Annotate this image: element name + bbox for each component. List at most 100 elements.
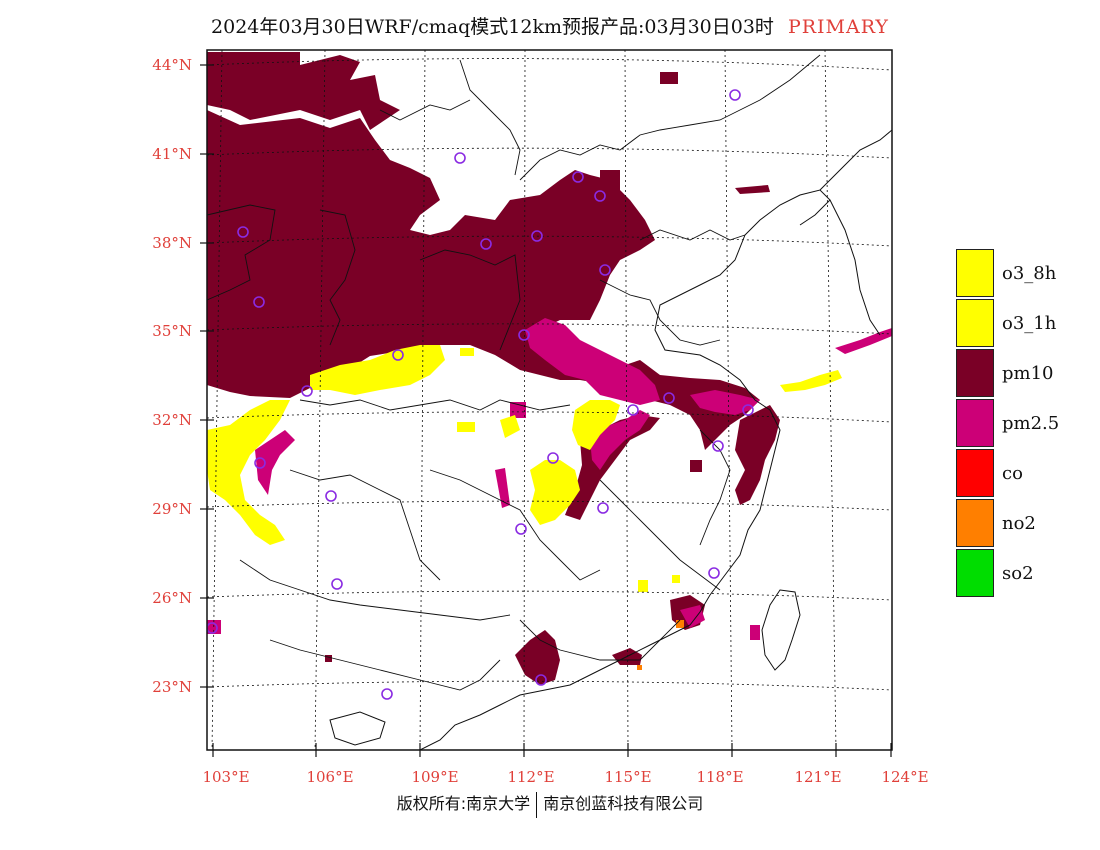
o3-spot-3 bbox=[638, 580, 648, 592]
footer-divider bbox=[536, 791, 538, 818]
station-marker bbox=[392, 349, 404, 361]
legend-label: o3_1h bbox=[1002, 313, 1057, 334]
coast-bohai bbox=[744, 189, 831, 236]
o3-spot-2 bbox=[460, 348, 474, 356]
o3-sichuan-west-band bbox=[207, 400, 290, 545]
lat-label-32: 32°N bbox=[152, 411, 192, 429]
legend-item-pm25: pm2.5 bbox=[956, 399, 1100, 449]
boundary-2 bbox=[319, 209, 356, 346]
station-marker bbox=[597, 502, 609, 514]
pm25-sichuan-patch bbox=[255, 430, 295, 495]
coast-mainland bbox=[419, 234, 781, 750]
pm10-spot-2 bbox=[600, 170, 620, 190]
station-marker bbox=[572, 171, 584, 183]
title-tag: PRIMARY bbox=[787, 16, 889, 38]
station-marker bbox=[712, 440, 724, 452]
boundary-1 bbox=[207, 204, 276, 301]
station-marker bbox=[518, 329, 530, 341]
lon-label-118: 118°E bbox=[696, 768, 743, 786]
station-marker bbox=[381, 688, 393, 700]
title-main: 2024年03月30日WRF/cmaq模式12km预报产品:03月30日03时 bbox=[211, 16, 774, 38]
coastline bbox=[329, 129, 892, 750]
boundary-3 bbox=[419, 249, 521, 351]
station-marker bbox=[515, 523, 527, 535]
plot-frame bbox=[206, 49, 893, 751]
legend-item-pm10: pm10 bbox=[956, 349, 1100, 399]
pm25-hunan-strip bbox=[495, 468, 510, 508]
legend-label: pm10 bbox=[1002, 363, 1054, 384]
legend-item-o3-1h: o3_1h bbox=[956, 299, 1100, 349]
legend-swatch bbox=[956, 449, 994, 497]
legend-label: o3_8h bbox=[1002, 263, 1057, 284]
no2-spot-2 bbox=[637, 665, 642, 670]
graticule bbox=[207, 50, 892, 750]
lon-line-103 bbox=[211, 50, 223, 750]
pm25-spot-1 bbox=[510, 402, 526, 418]
station-marker bbox=[253, 296, 265, 308]
station-marker bbox=[663, 392, 675, 404]
lat-label-23: 23°N bbox=[152, 678, 192, 696]
coast-taiwan bbox=[761, 589, 801, 671]
station-marker bbox=[531, 230, 543, 242]
station-marker bbox=[331, 578, 343, 590]
lon-line-118 bbox=[724, 50, 733, 750]
lon-line-112 bbox=[523, 50, 526, 750]
boundary-5 bbox=[599, 279, 721, 346]
station-marker bbox=[325, 490, 337, 502]
latitude-axis: 44°N 41°N 38°N 35°N 32°N 29°N 26°N 23°N bbox=[152, 56, 214, 696]
pm10-spot-3 bbox=[690, 460, 702, 472]
lon-line-109 bbox=[419, 50, 426, 750]
o3-hunan-patch bbox=[530, 460, 580, 525]
lon-line-121 bbox=[824, 50, 837, 750]
legend-swatch bbox=[956, 549, 994, 597]
station-marker bbox=[627, 404, 639, 416]
pm10-spot-4 bbox=[325, 655, 332, 662]
legend-label: co bbox=[1002, 463, 1023, 484]
legend-swatch bbox=[956, 499, 994, 547]
lat-label-35: 35°N bbox=[152, 322, 192, 340]
lon-label-115: 115°E bbox=[604, 768, 651, 786]
station-marker bbox=[547, 452, 559, 464]
boundary-16 bbox=[379, 99, 471, 121]
lon-label-112: 112°E bbox=[507, 768, 554, 786]
lat-label-29: 29°N bbox=[152, 500, 192, 518]
station-marker bbox=[594, 190, 606, 202]
station-marker bbox=[708, 567, 720, 579]
station-marker bbox=[207, 622, 218, 634]
station-markers bbox=[207, 89, 754, 700]
legend-swatch bbox=[956, 249, 994, 297]
pm10-spot-1 bbox=[660, 72, 678, 84]
boundary-6 bbox=[299, 399, 571, 411]
lon-label-121: 121°E bbox=[794, 768, 841, 786]
lon-line-106 bbox=[314, 50, 326, 750]
station-marker bbox=[729, 89, 741, 101]
pm10-north-top bbox=[207, 52, 400, 130]
no2-spot-1 bbox=[676, 620, 684, 628]
coast-liaodong bbox=[819, 129, 892, 191]
legend-item-so2: so2 bbox=[956, 549, 1100, 599]
boundary-10 bbox=[239, 559, 511, 621]
map-plot-area bbox=[207, 50, 892, 750]
boundary-7 bbox=[289, 469, 441, 581]
pm10-zhejiang-patch bbox=[735, 405, 780, 505]
legend-swatch bbox=[956, 349, 994, 397]
station-marker bbox=[237, 226, 249, 238]
lon-label-124: 124°E bbox=[881, 768, 928, 786]
boundary-4 bbox=[519, 54, 821, 181]
legend-swatch bbox=[956, 299, 994, 347]
station-marker bbox=[254, 457, 266, 469]
o3-hubei-spot bbox=[500, 415, 520, 438]
pm10-guangdong-patch bbox=[515, 630, 560, 685]
legend-label: so2 bbox=[1002, 563, 1034, 584]
lon-label-109: 109°E bbox=[411, 768, 458, 786]
station-marker bbox=[480, 238, 492, 250]
station-marker bbox=[535, 674, 547, 686]
legend-item-o3-8h: o3_8h bbox=[956, 249, 1100, 299]
pm25-coast-band bbox=[835, 328, 892, 354]
legend-label: no2 bbox=[1002, 513, 1036, 534]
no2-region-layer bbox=[637, 620, 684, 670]
pm25-fujian-spot bbox=[680, 605, 705, 628]
station-marker bbox=[599, 264, 611, 276]
station-marker bbox=[742, 404, 754, 416]
